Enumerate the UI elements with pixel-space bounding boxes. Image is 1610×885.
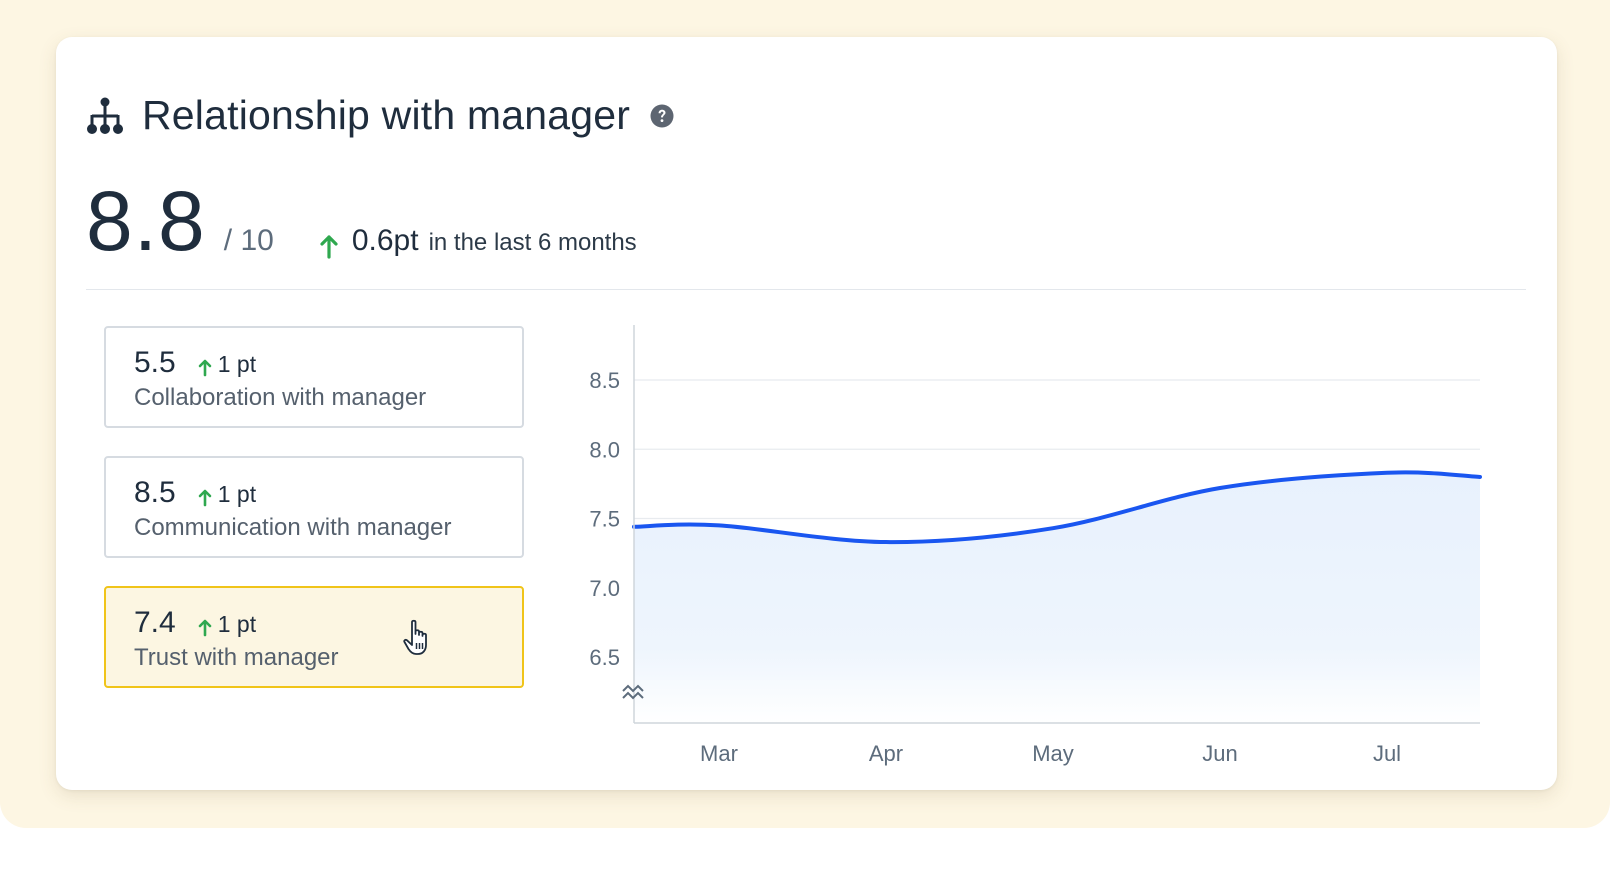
score-max: / 10 bbox=[223, 224, 274, 257]
arrow-up-icon bbox=[198, 359, 212, 376]
x-tick-label: Apr bbox=[869, 741, 903, 766]
x-tick-label: Mar bbox=[700, 741, 738, 766]
y-tick-label: 6.5 bbox=[589, 645, 620, 670]
overall-score: 8.8 / 10 0.6pt in the last 6 months bbox=[86, 179, 637, 271]
x-tick-label: May bbox=[1032, 741, 1074, 766]
arrow-up-icon bbox=[320, 235, 338, 259]
series-line bbox=[632, 470, 1482, 545]
arrow-up-icon bbox=[198, 489, 212, 506]
y-tick-label: 7.0 bbox=[589, 576, 620, 601]
divider bbox=[86, 289, 1526, 290]
widget-title: Relationship with manager bbox=[142, 92, 631, 138]
score-change-period: in the last 6 months bbox=[428, 229, 637, 256]
subscore-change-text: 1 pt bbox=[217, 611, 257, 637]
hand-pointer-icon bbox=[403, 619, 427, 655]
subscore-value: 7.4 bbox=[134, 606, 176, 639]
trend-chart: 8.5 8.0 7.5 7.0 6.5 Mar Apr May Jun Jul bbox=[576, 315, 1536, 775]
series-area bbox=[634, 472, 1480, 723]
question-circle-icon[interactable] bbox=[650, 104, 674, 128]
y-tick-label: 7.5 bbox=[589, 507, 620, 532]
subscore-change: 1 pt bbox=[198, 351, 256, 378]
x-tick-label: Jun bbox=[1202, 741, 1237, 766]
subscore-label: Trust with manager bbox=[134, 644, 339, 671]
subscore-change: 1 pt bbox=[198, 611, 256, 638]
subscore-change-text: 1 pt bbox=[217, 351, 257, 377]
arrow-up-icon bbox=[198, 619, 212, 636]
subscore-card-trust[interactable]: 7.4 1 pt Trust with manager bbox=[104, 586, 524, 688]
trend-chart-svg: 8.5 8.0 7.5 7.0 6.5 Mar Apr May Jun Jul bbox=[589, 325, 1482, 766]
subscore-value: 8.5 bbox=[134, 476, 176, 509]
org-chart-icon bbox=[87, 97, 123, 134]
subscore-value: 5.5 bbox=[134, 346, 176, 379]
score-value: 8.8 bbox=[86, 174, 206, 268]
y-tick-label: 8.0 bbox=[589, 437, 620, 462]
subscore-change-text: 1 pt bbox=[217, 481, 257, 507]
widget-header: Relationship with manager bbox=[86, 92, 674, 139]
axis-break-icon bbox=[622, 684, 644, 700]
subscore-label: Communication with manager bbox=[134, 514, 452, 541]
subscore-card-communication[interactable]: 8.5 1 pt Communication with manager bbox=[104, 456, 524, 558]
subscore-card-collaboration[interactable]: 5.5 1 pt Collaboration with manager bbox=[104, 326, 524, 428]
subscore-label: Collaboration with manager bbox=[134, 384, 427, 411]
relationship-widget: Relationship with manager 8.8 / 10 0.6pt… bbox=[56, 37, 1557, 790]
score-change-value: 0.6pt bbox=[351, 224, 419, 257]
y-tick-label: 8.5 bbox=[589, 368, 620, 393]
x-tick-label: Jul bbox=[1373, 741, 1401, 766]
score-change: 0.6pt in the last 6 months bbox=[320, 224, 637, 259]
subscore-change: 1 pt bbox=[198, 481, 256, 508]
